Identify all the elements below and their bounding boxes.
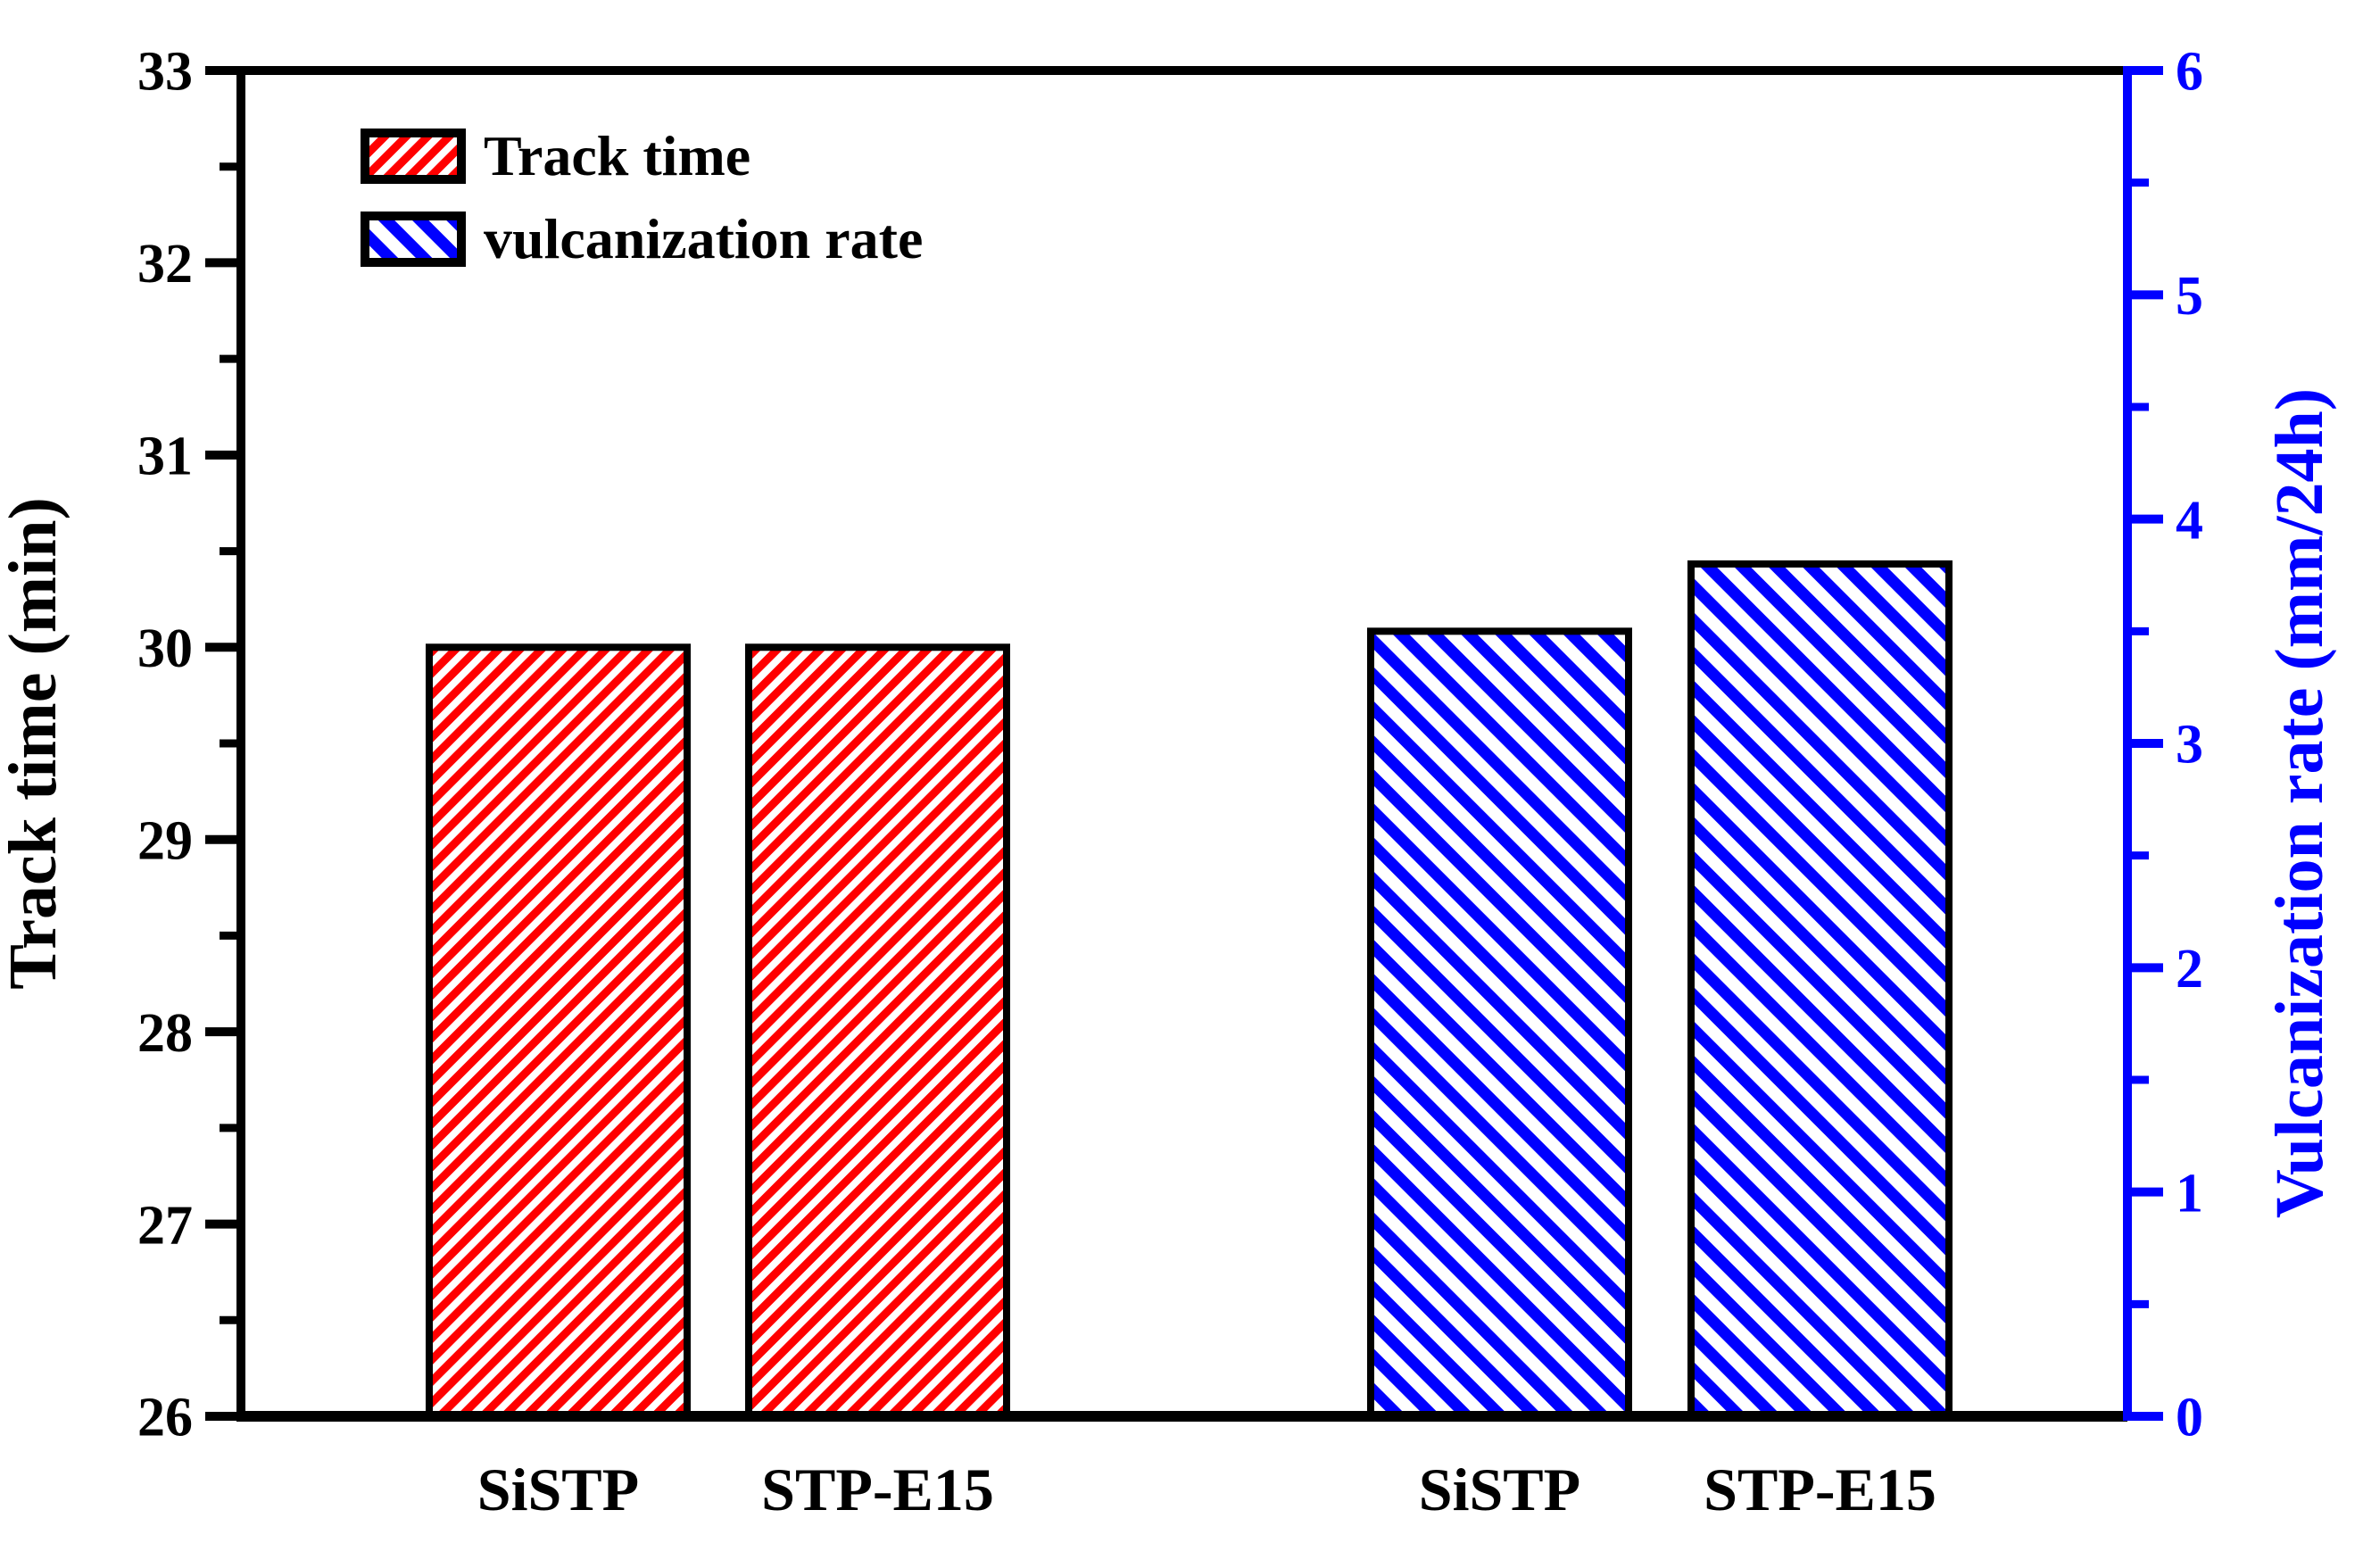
x-tick-label: STP-E15	[761, 1456, 994, 1523]
right-axis-title: Vulcanization rate (mm/24h)	[2262, 388, 2337, 1218]
right-axis-tick-label: 5	[2176, 266, 2203, 327]
right-axis-tick-label: 4	[2176, 490, 2203, 551]
left-axis-tick-label: 28	[137, 1003, 193, 1064]
left-axis-tick-label: 32	[137, 234, 193, 295]
legend-swatch-track-time-hatch	[361, 129, 466, 184]
left-axis-tick-label: 27	[137, 1195, 193, 1256]
legend: Track time vulcanization rate	[361, 128, 923, 268]
x-tick-label: STP-E15	[1704, 1456, 1936, 1523]
right-axis-tick-label: 0	[2176, 1388, 2203, 1448]
left-axis-title: Track time (min)	[0, 497, 70, 990]
left-axis-tick-label: 29	[137, 810, 193, 871]
right-axis-tick-label: 3	[2176, 715, 2203, 776]
bar-vulcanization-rate-SiSTP	[1367, 627, 1632, 1420]
legend-swatch-vulcanization-rate-hatch	[361, 212, 466, 267]
legend-label-track-time: Track time	[484, 124, 751, 187]
legend-item-track-time: Track time	[361, 128, 923, 185]
bar-vulcanization-rate-STP-E15	[1687, 560, 1953, 1420]
bar-track-time-SiSTP	[426, 643, 691, 1420]
right-axis-tick-label: 1	[2176, 1163, 2203, 1224]
left-axis-tick-label: 33	[137, 42, 193, 103]
x-tick-label: SiSTP	[1419, 1456, 1580, 1523]
right-axis-tick-label: 2	[2176, 939, 2203, 1000]
left-axis-tick-label: 26	[137, 1388, 193, 1448]
left-axis-tick-label: 31	[137, 427, 193, 487]
x-tick-label: SiSTP	[477, 1456, 639, 1523]
legend-label-vulcanization-rate: vulcanization rate	[484, 207, 924, 270]
left-axis-tick-label: 30	[137, 618, 193, 679]
right-axis-tick-label: 6	[2176, 42, 2203, 103]
bar-track-time-STP-E15	[745, 643, 1010, 1420]
legend-item-vulcanization-rate: vulcanization rate	[361, 211, 923, 268]
